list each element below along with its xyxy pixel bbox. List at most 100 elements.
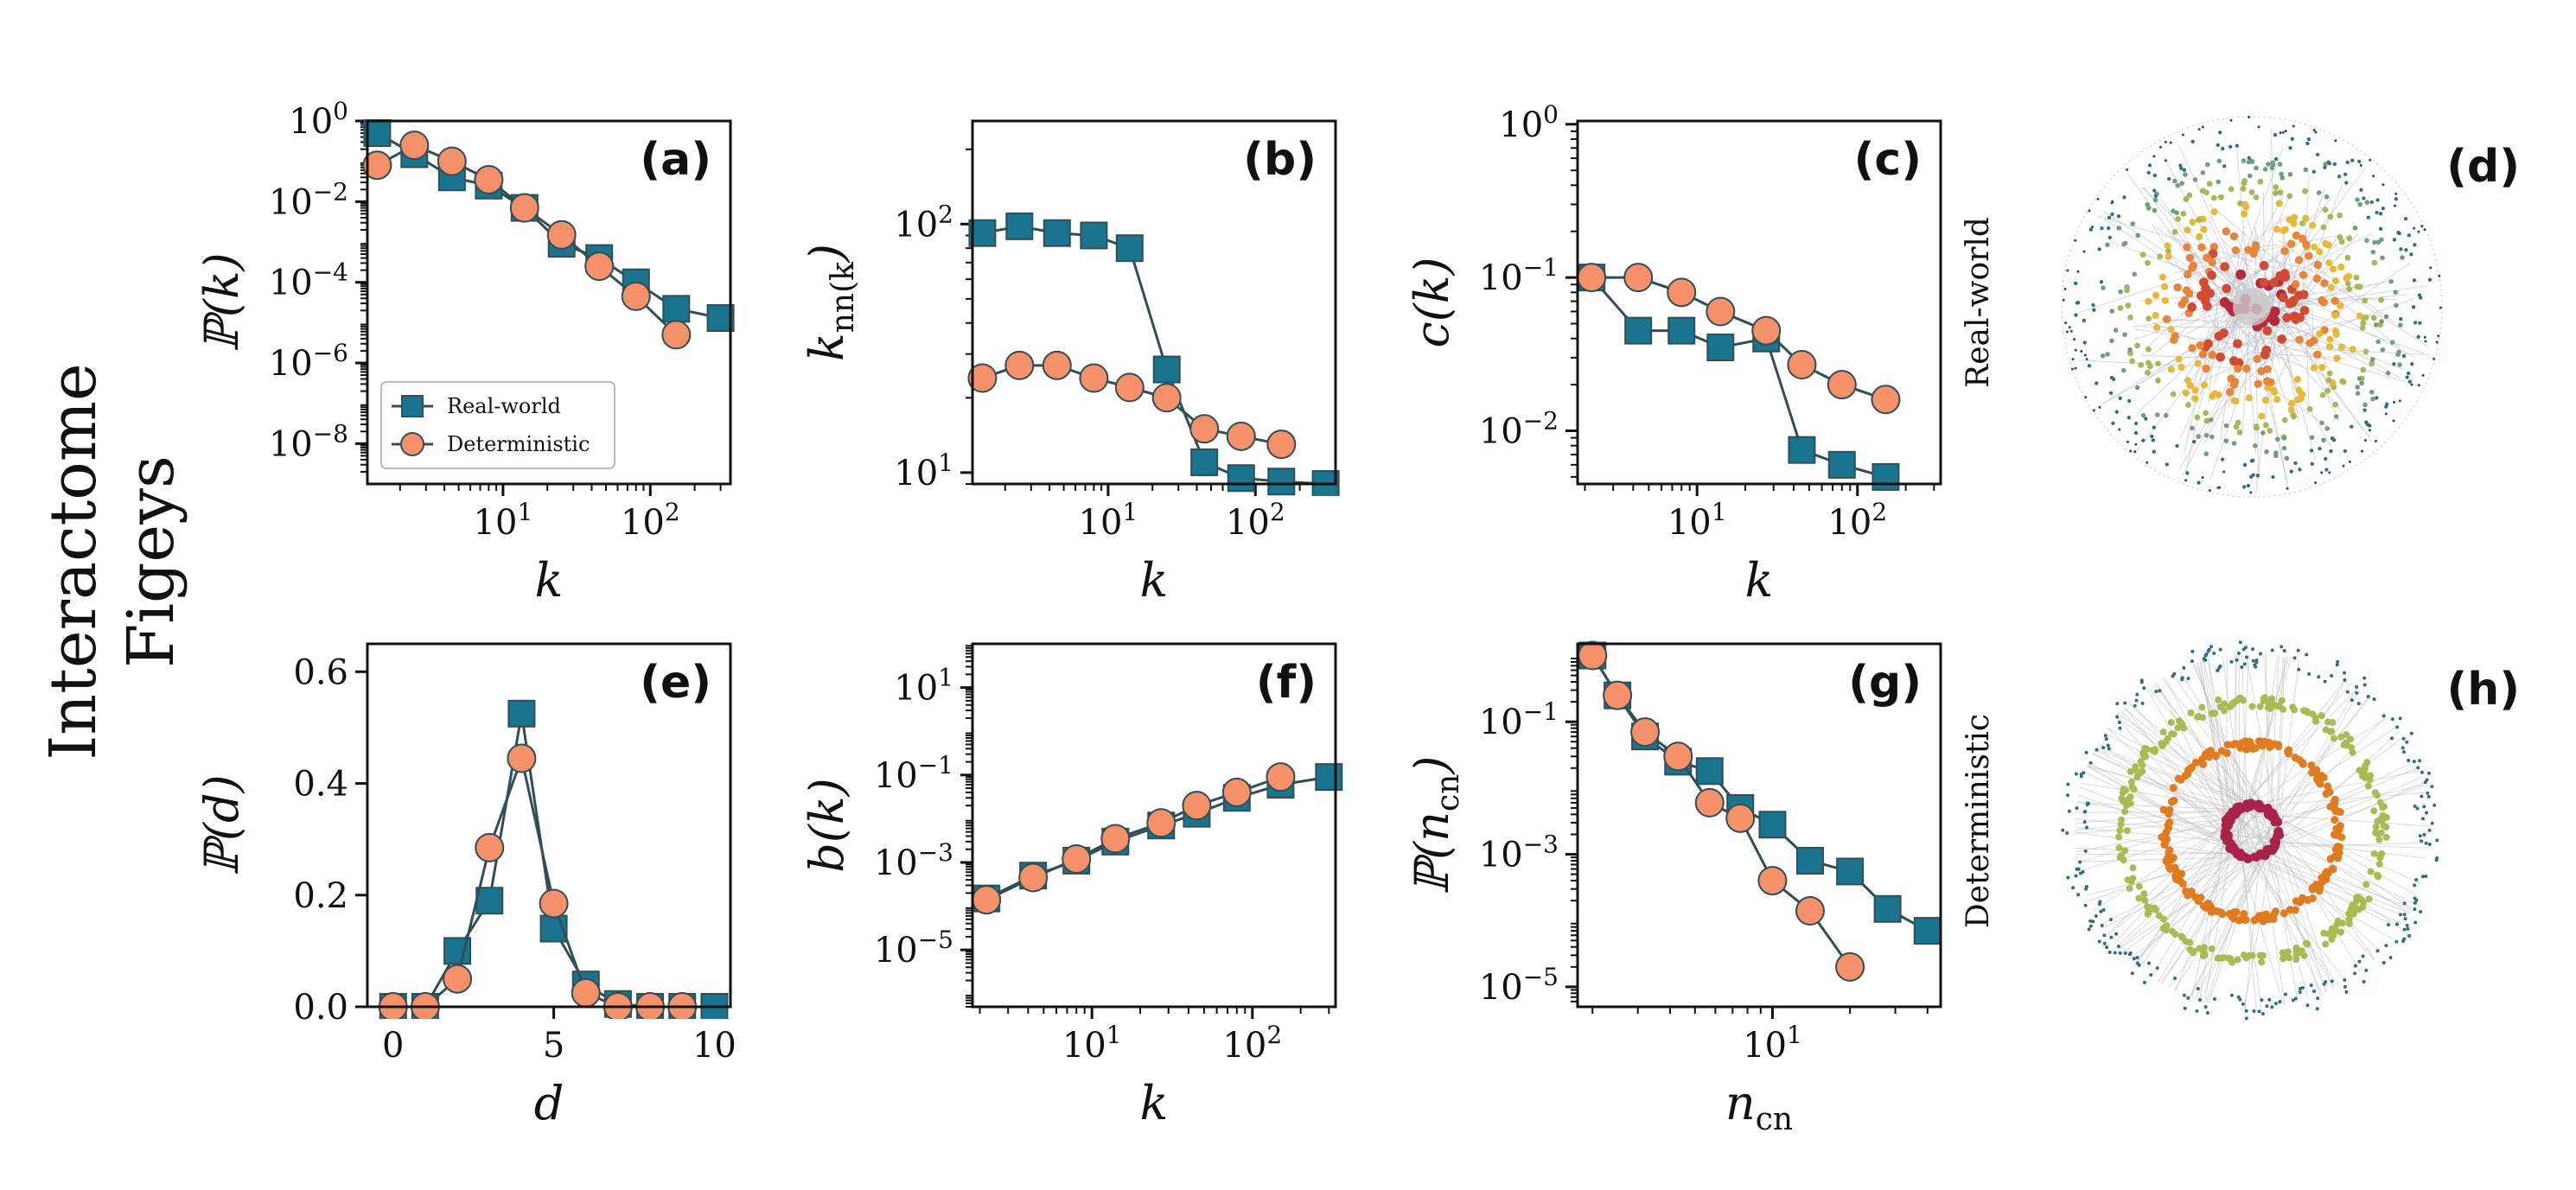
network-node xyxy=(2273,1002,2278,1006)
network-node xyxy=(2323,165,2327,169)
network-node xyxy=(2337,263,2345,271)
network-node xyxy=(2260,1012,2265,1016)
network-node xyxy=(2359,163,2362,167)
network-node xyxy=(2411,305,2416,309)
network-node xyxy=(2309,983,2313,988)
network-node xyxy=(2293,375,2301,384)
network-node xyxy=(2343,977,2347,982)
panel-f: 101 102 101 10−1 10−3 10−5 (f) k b(k) xyxy=(800,642,1343,1130)
network-node xyxy=(2254,665,2258,669)
network-node xyxy=(2210,207,2218,216)
network-edge xyxy=(2247,856,2347,982)
network-node xyxy=(2397,322,2403,328)
network-node xyxy=(2292,951,2300,959)
network-node xyxy=(2370,396,2375,402)
y-tick-label: 10−3 xyxy=(874,838,953,883)
row-label-line2: Figeys xyxy=(114,455,188,668)
network-node xyxy=(2197,894,2205,902)
network-node xyxy=(2375,198,2380,202)
network-node xyxy=(2305,251,2313,260)
y-tick-label: 0.0 xyxy=(293,988,348,1028)
network-node xyxy=(2363,438,2367,442)
network-node xyxy=(2108,918,2113,922)
network-node xyxy=(2372,697,2376,701)
network-node xyxy=(2165,252,2172,260)
deterministic-point xyxy=(1266,430,1297,460)
network-node xyxy=(2410,362,2414,366)
network-node xyxy=(2330,674,2334,678)
y-tick-label: 10−5 xyxy=(1479,963,1559,1008)
network-edge xyxy=(2179,305,2240,439)
network-node xyxy=(2100,924,2104,928)
network-node xyxy=(2099,280,2104,284)
network-node xyxy=(2173,283,2182,292)
network-node xyxy=(2320,471,2324,474)
network-node xyxy=(2152,746,2159,754)
network-node xyxy=(2394,939,2399,944)
network-node xyxy=(2105,945,2109,950)
network-node xyxy=(2376,854,2384,862)
network-node xyxy=(2380,255,2385,261)
network-node xyxy=(2235,804,2244,813)
network-node xyxy=(2302,214,2310,222)
network-node xyxy=(2365,895,2373,903)
network-node xyxy=(2342,671,2346,675)
real-world-point xyxy=(507,699,536,728)
network-node xyxy=(2126,416,2131,420)
network-node xyxy=(2088,209,2091,213)
network-node xyxy=(2439,306,2442,309)
network-outline xyxy=(2061,116,2443,498)
network-node xyxy=(2293,396,2301,404)
network-node xyxy=(2220,457,2225,461)
network-node xyxy=(2327,213,2334,220)
network-node xyxy=(2335,663,2339,667)
network-node xyxy=(2322,940,2330,948)
deterministic-point xyxy=(1062,843,1092,874)
network-node xyxy=(2324,468,2329,472)
network-node xyxy=(2292,124,2295,128)
network-edge xyxy=(2129,702,2271,850)
network-node xyxy=(2147,163,2152,168)
network-node xyxy=(2074,348,2077,352)
network-node xyxy=(2380,347,2386,353)
real-world-point xyxy=(1005,212,1034,240)
network-edge xyxy=(2092,753,2233,816)
network-node xyxy=(2171,875,2180,883)
network-node xyxy=(2191,758,2200,767)
network-node xyxy=(2364,782,2372,790)
network-node xyxy=(2270,740,2279,748)
network-node xyxy=(2410,383,2413,386)
network-edge xyxy=(2075,852,2239,856)
network-edge xyxy=(2274,784,2423,820)
network-node xyxy=(2153,194,2158,198)
network-node xyxy=(2105,242,2110,248)
network-node xyxy=(2127,314,2133,321)
network-node xyxy=(2152,155,2156,158)
network-node xyxy=(2146,363,2153,370)
deterministic-series-line xyxy=(392,754,683,1009)
network-node xyxy=(2100,353,2106,359)
real-world-point xyxy=(1758,811,1787,839)
network-node xyxy=(2127,347,2133,353)
network-node xyxy=(2216,703,2224,711)
network-node xyxy=(2413,920,2418,925)
network-node xyxy=(2435,838,2439,843)
network-node xyxy=(2164,140,2167,143)
x-tick-label: 101 xyxy=(474,498,533,543)
network-edge xyxy=(2118,850,2235,949)
network-node xyxy=(2178,880,2187,888)
network-node xyxy=(2305,141,2310,146)
network-node xyxy=(2145,202,2150,207)
network-node xyxy=(2231,245,2241,255)
network-node xyxy=(2311,990,2316,994)
network-node xyxy=(2400,255,2405,260)
network-node xyxy=(2142,686,2146,690)
network-node xyxy=(2171,228,2178,235)
network-node xyxy=(2120,367,2126,373)
network-node xyxy=(2307,761,2316,770)
network-node xyxy=(2299,391,2306,398)
network-node xyxy=(2241,210,2248,218)
network-node xyxy=(2294,256,2304,264)
network-node xyxy=(2172,868,2181,876)
network-node xyxy=(2074,366,2077,370)
